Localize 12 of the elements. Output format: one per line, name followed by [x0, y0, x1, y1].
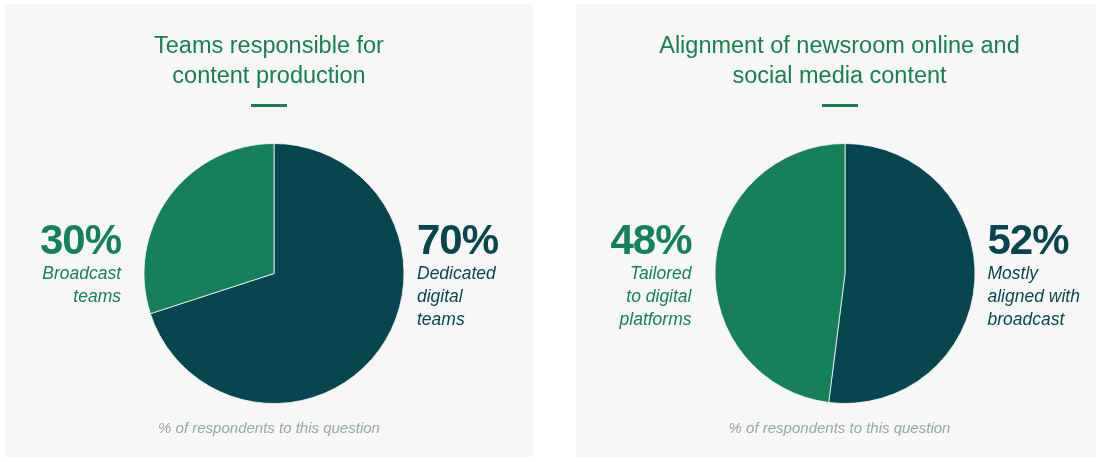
data-label: 48%	[610, 215, 692, 263]
text: % of respondents to this question	[157, 418, 381, 438]
data-label: 52%	[987, 215, 1069, 263]
chart-title: Alignment of newsroom online and social media content	[658, 31, 1021, 90]
data-label: 30%	[39, 215, 121, 263]
slice-label: Dedicated digital teams	[417, 261, 497, 331]
slice-label: Tailored to digital platforms	[618, 261, 692, 331]
text: % of respondents to this question	[727, 418, 952, 438]
chart-title: Teams responsible for content production	[153, 31, 385, 90]
data-label: 70%	[417, 215, 499, 263]
slice-label: Broadcast teams	[41, 261, 121, 308]
slice-label: Mostly aligned with broadcast	[987, 261, 1081, 331]
